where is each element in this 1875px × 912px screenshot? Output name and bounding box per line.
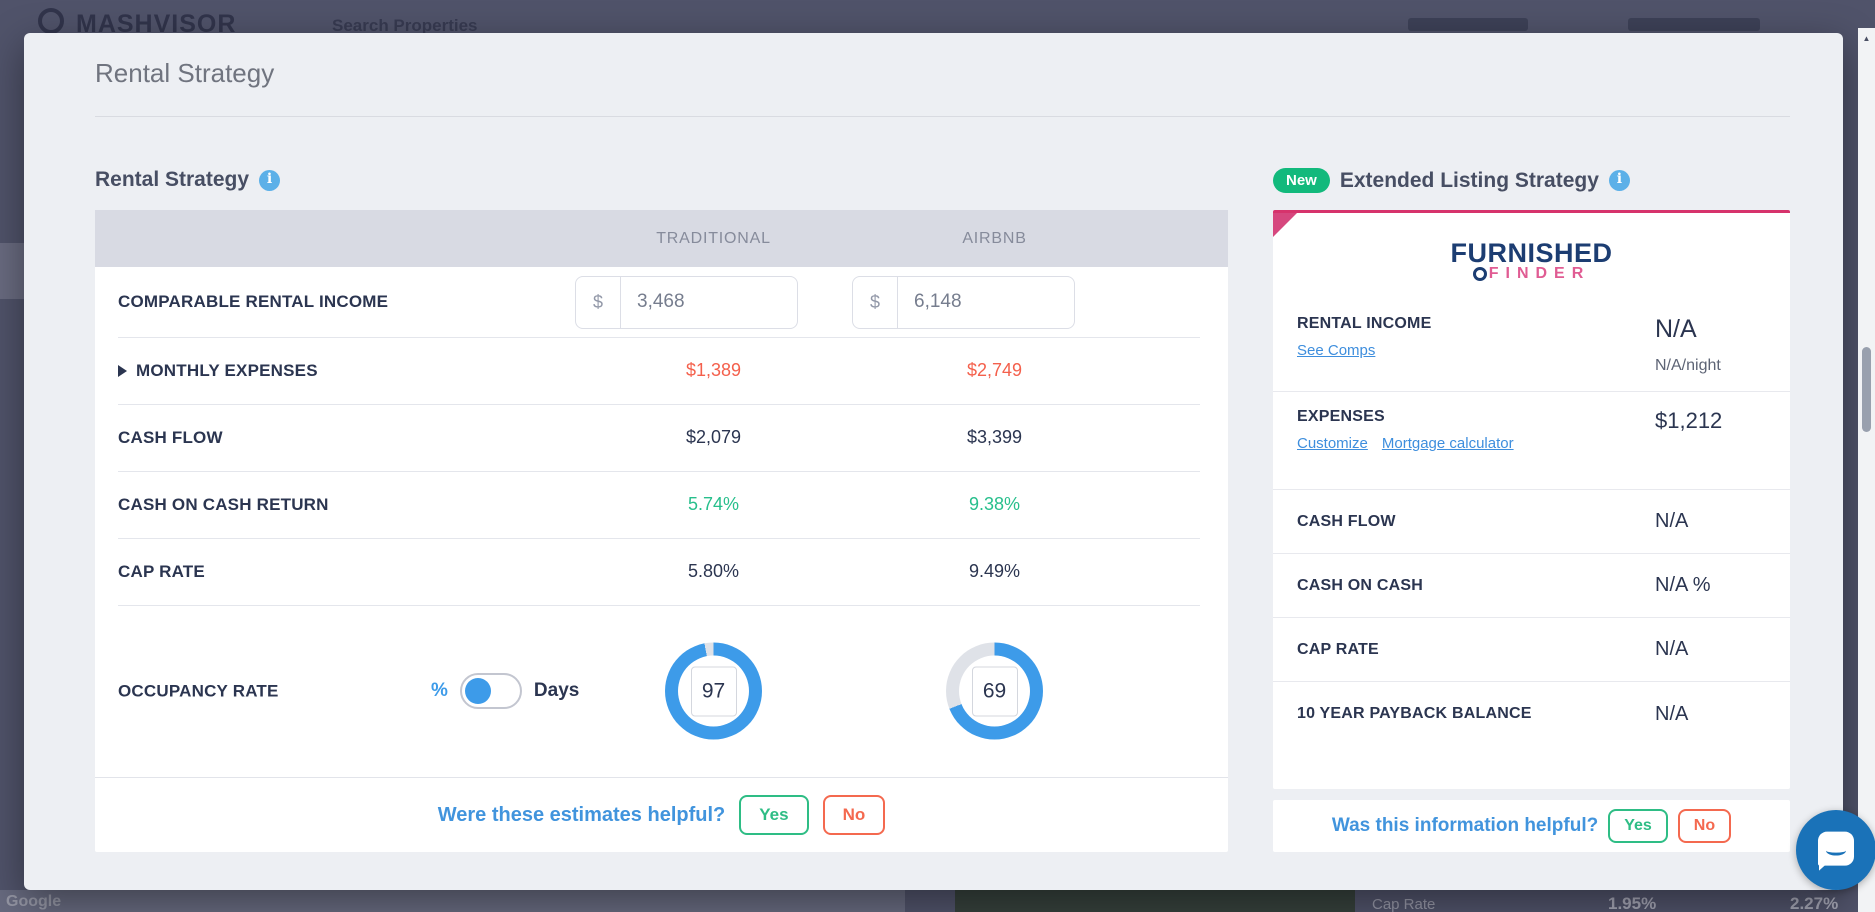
info-icon[interactable]: [1608, 170, 1630, 191]
traditional-cash-flow: $2,079: [685, 427, 742, 447]
feedback-question: Were these estimates helpful?: [437, 803, 726, 826]
currency-prefix: $: [576, 276, 621, 328]
corner-ribbon: [1273, 213, 1297, 237]
nav-search-properties: Search Properties: [332, 16, 478, 35]
table-row-cash-on-cash: CASH ON CASH RETURN 5.74% 9.38%: [95, 471, 1228, 538]
estimates-feedback-bar: Were these estimates helpful? Yes No: [95, 777, 1228, 852]
row-label: RENTAL INCOME: [1297, 315, 1432, 332]
occupancy-unit-toggle[interactable]: [459, 673, 522, 709]
scrollbar-thumb[interactable]: [1862, 347, 1871, 432]
airbnb-rent-input-group: $: [852, 275, 1075, 329]
airbnb-cash-flow: $3,399: [966, 427, 1023, 447]
row-label: CASH ON CASH RETURN: [118, 494, 329, 514]
rental-strategy-section-title: Rental Strategy: [95, 168, 250, 191]
airbnb-cap-rate: 9.49%: [968, 561, 1021, 581]
feedback-question: Was this information helpful?: [1331, 815, 1599, 836]
google-watermark: Google: [6, 893, 62, 910]
furnished-finder-logo: FURNISHED FINDER: [1273, 213, 1790, 301]
row-cap-rate: CAP RATE N/A: [1273, 618, 1790, 682]
customize-link[interactable]: Customize: [1297, 435, 1368, 452]
information-feedback-bar: Was this information helpful? Yes No: [1273, 800, 1790, 852]
furnished-finder-wordmark-bottom: FINDER: [1472, 265, 1591, 283]
row-label: EXPENSES: [1297, 408, 1385, 425]
column-header-airbnb: AIRBNB: [962, 229, 1027, 247]
expenses-value: $1,212: [1655, 408, 1723, 433]
cap-rate-value: N/A: [1655, 638, 1689, 660]
mashvisor-logo-icon: [38, 8, 64, 34]
cash-on-cash-value: N/A %: [1655, 574, 1711, 596]
traditional-cash-on-cash: 5.74%: [687, 494, 740, 514]
table-row-cap-rate: CAP RATE 5.80% 9.49%: [95, 538, 1228, 605]
see-comps-link[interactable]: See Comps: [1297, 342, 1376, 359]
row-cash-on-cash: CASH ON CASH N/A %: [1273, 554, 1790, 618]
row-payback-balance: 10 YEAR PAYBACK BALANCE N/A: [1273, 682, 1790, 746]
row-cash-flow: CASH FLOW N/A: [1273, 490, 1790, 554]
estimates-yes-button[interactable]: Yes: [739, 795, 809, 835]
currency-prefix: $: [853, 276, 898, 328]
background-cap-rate-label: Cap Rate: [1372, 896, 1436, 912]
rental-strategy-table: TRADITIONAL AIRBNB COMPARABLE RENTAL INC…: [95, 210, 1228, 852]
airbnb-cash-on-cash: 9.38%: [968, 494, 1021, 514]
chat-launcher-button[interactable]: [1796, 810, 1875, 890]
row-label: OCCUPANCY RATE: [118, 681, 279, 700]
traditional-rent-input[interactable]: [621, 291, 797, 313]
nav-item-placeholder: [1628, 18, 1760, 31]
info-icon[interactable]: [259, 169, 281, 191]
scrollbar[interactable]: [1858, 28, 1875, 912]
traditional-occupancy-donut: [665, 642, 762, 740]
row-label: CAP RATE: [1297, 640, 1379, 658]
toggle-knob: [464, 678, 491, 704]
extended-listing-card: FURNISHED FINDER RENTAL INCOME See Comps…: [1273, 210, 1790, 789]
row-label: CASH ON CASH: [1297, 576, 1423, 594]
information-yes-button[interactable]: Yes: [1608, 809, 1668, 843]
traditional-occupancy-input[interactable]: [690, 666, 737, 716]
new-badge: New: [1273, 168, 1330, 193]
table-header-row: TRADITIONAL AIRBNB: [95, 210, 1228, 267]
mortgage-calculator-link[interactable]: Mortgage calculator: [1381, 435, 1514, 452]
row-label: MONTHLY EXPENSES: [136, 360, 318, 380]
traditional-cap-rate: 5.80%: [687, 561, 740, 581]
row-label: CASH FLOW: [118, 427, 223, 447]
modal-title: Rental Strategy: [95, 58, 275, 88]
days-unit-label: Days: [533, 680, 580, 701]
chat-bubble-icon: [1818, 831, 1854, 871]
row-label: COMPARABLE RENTAL INCOME: [118, 292, 389, 311]
background-stat-value: 2.27%: [1790, 894, 1839, 912]
scrollbar-up-arrow-icon[interactable]: [1858, 30, 1875, 46]
row-label: CAP RATE: [118, 561, 205, 581]
column-header-traditional: TRADITIONAL: [656, 229, 771, 247]
background-map: [0, 890, 905, 912]
rental-income-value: N/A: [1655, 315, 1697, 343]
traditional-monthly-expenses: $1,389: [685, 360, 742, 380]
airbnb-occupancy-input[interactable]: [971, 666, 1018, 716]
extended-listing-section-title: Extended Listing Strategy: [1339, 168, 1599, 192]
rental-income-per-night: N/A/night: [1655, 357, 1721, 374]
airbnb-rent-input[interactable]: [898, 291, 1074, 313]
furnished-finder-wordmark-top: FURNISHED: [1450, 238, 1613, 268]
airbnb-occupancy-donut: [946, 642, 1043, 740]
information-no-button[interactable]: No: [1677, 809, 1732, 843]
traditional-rent-input-group: $: [575, 275, 798, 329]
cash-flow-value: N/A: [1655, 510, 1689, 532]
row-label: 10 YEAR PAYBACK BALANCE: [1297, 705, 1532, 722]
table-row-monthly-expenses: MONTHLY EXPENSES $1,389 $2,749: [95, 337, 1228, 404]
payback-balance-value: N/A: [1655, 702, 1689, 725]
row-rental-income: RENTAL INCOME See Comps N/A N/A/night: [1273, 301, 1790, 392]
table-row-comparable-rental-income: COMPARABLE RENTAL INCOME $ $: [95, 267, 1228, 337]
background-photo: [955, 890, 1355, 912]
rental-strategy-modal: Rental Strategy Rental Strategy TRADITIO…: [24, 33, 1843, 890]
title-divider: [95, 116, 1790, 117]
table-row-cash-flow: CASH FLOW $2,079 $3,399: [95, 404, 1228, 471]
row-expenses: EXPENSES Customize Mortgage calculator $…: [1273, 392, 1790, 490]
monthly-expenses-expander[interactable]: MONTHLY EXPENSES: [95, 361, 575, 381]
chat-smile-icon: [1826, 846, 1846, 856]
background-stat-value: 1.95%: [1608, 894, 1657, 912]
row-label: CASH FLOW: [1297, 512, 1396, 530]
airbnb-monthly-expenses: $2,749: [966, 360, 1023, 380]
percent-unit-label: %: [431, 680, 448, 701]
nav-item-placeholder: [1408, 18, 1528, 31]
estimates-no-button[interactable]: No: [822, 795, 886, 835]
table-row-occupancy-rate: OCCUPANCY RATE % Days: [95, 605, 1228, 777]
expand-triangle-icon: [118, 364, 127, 377]
